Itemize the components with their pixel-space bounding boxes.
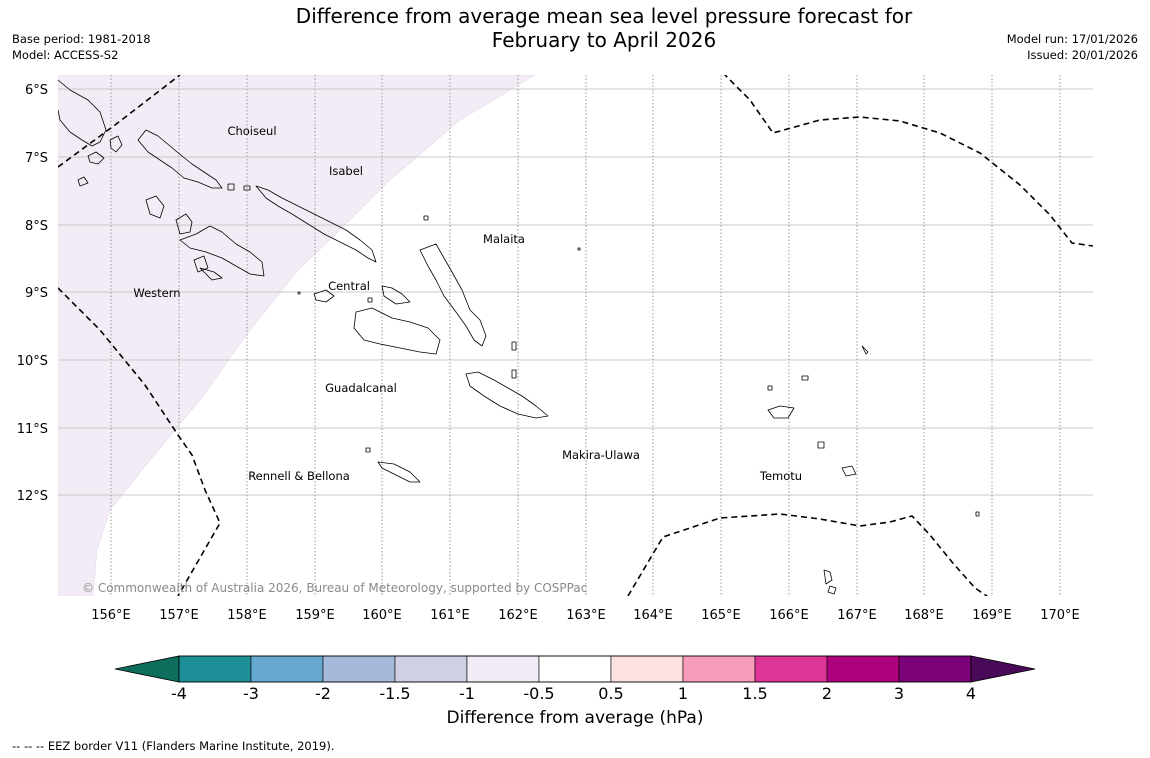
lon-label: 167°E xyxy=(837,608,877,623)
title-line-1: Difference from average mean sea level p… xyxy=(295,4,913,28)
utupua-island xyxy=(841,465,857,477)
lat-label: 11°S xyxy=(17,422,48,437)
colorbar-tick: -2 xyxy=(315,684,331,703)
eez-border-south xyxy=(627,513,989,596)
colorbar-cell xyxy=(826,655,900,683)
anuta-island xyxy=(823,569,833,585)
lat-gridlines xyxy=(58,88,1093,496)
colorbar: -4 -3 -2 -1.5 -1 -0.5 0.5 1 1.5 2 3 4 xyxy=(114,655,1036,703)
colorbar-tick: -1 xyxy=(459,684,475,703)
isabel-island xyxy=(255,185,377,263)
eez-border-southwest xyxy=(58,287,221,596)
lon-label: 166°E xyxy=(769,608,809,623)
bougainville-island xyxy=(58,79,107,147)
lon-label: 157°E xyxy=(159,608,199,623)
eez-footnote: -- -- -- EEZ border V11 (Flanders Marine… xyxy=(12,739,335,753)
lon-label: 163°E xyxy=(566,608,606,623)
lon-label: 169°E xyxy=(972,608,1012,623)
region-labels: Choiseul Isabel Malaita Central Western … xyxy=(133,124,802,483)
copyright-notice: © Commonwealth of Australia 2026, Bureau… xyxy=(82,581,587,595)
malaita-island xyxy=(419,243,487,347)
lon-label: 160°E xyxy=(362,608,402,623)
colorbar-cell xyxy=(682,655,756,683)
colorbar-cell xyxy=(322,655,396,683)
colorbar-tick: -0.5 xyxy=(523,684,554,703)
lat-label: 9°S xyxy=(25,286,48,301)
region-label-makira-ulawa: Makira-Ulawa xyxy=(562,448,640,462)
new-georgia-island xyxy=(175,213,193,235)
eez-border-lines xyxy=(58,75,1093,596)
anomaly-shaded-region xyxy=(58,75,536,596)
longitude-labels: 156°E 157°E 158°E 159°E 160°E 161°E 162°… xyxy=(91,608,1080,623)
colorbar-tick-labels: -4 -3 -2 -1.5 -1 -0.5 0.5 1 1.5 2 3 4 xyxy=(171,684,976,703)
colorbar-low-extend xyxy=(114,655,180,683)
region-label-temotu: Temotu xyxy=(759,469,802,483)
colorbar-title: Difference from average (hPa) xyxy=(446,708,704,728)
latitude-labels: 6°S 7°S 8°S 9°S 10°S 11°S 12°S xyxy=(17,83,48,504)
choiseul-island xyxy=(137,129,223,189)
lon-label: 168°E xyxy=(904,608,944,623)
colorbar-tick: 2 xyxy=(822,684,832,703)
colorbar-cell xyxy=(394,655,468,683)
lon-label: 159°E xyxy=(295,608,335,623)
santa-cruz-island xyxy=(767,405,795,419)
colorbar-cell xyxy=(466,655,540,683)
map-panel: Choiseul Isabel Malaita Central Western … xyxy=(58,75,1093,596)
makira-island xyxy=(465,371,549,419)
colorbar-high-extend xyxy=(970,655,1036,683)
chart-title: Difference from average mean sea level p… xyxy=(0,4,1150,52)
lon-label: 162°E xyxy=(498,608,538,623)
region-label-choiseul: Choiseul xyxy=(227,124,276,138)
lon-label: 170°E xyxy=(1040,608,1080,623)
meta-left: Base period: 1981-2018 Model: ACCESS-S2 xyxy=(12,31,151,63)
colorbar-cell xyxy=(178,655,252,683)
colorbar-tick: -1.5 xyxy=(379,684,410,703)
region-label-isabel: Isabel xyxy=(329,164,363,178)
lon-label: 156°E xyxy=(91,608,131,623)
title-line-2: February to April 2026 xyxy=(491,28,717,52)
colorbar-tick: 3 xyxy=(894,684,904,703)
colorbar-frame xyxy=(178,655,972,683)
colorbar-tick: -3 xyxy=(243,684,259,703)
lat-label: 10°S xyxy=(17,354,48,369)
issued-date: Issued: 20/01/2026 xyxy=(1027,48,1138,62)
colorbar-tick: 0.5 xyxy=(598,684,623,703)
eez-border-east xyxy=(723,75,1093,247)
lat-label: 6°S xyxy=(25,83,48,98)
colorbar-tick: 4 xyxy=(966,684,976,703)
rennell-island xyxy=(377,461,421,483)
region-label-central: Central xyxy=(328,279,370,293)
colorbar-cell xyxy=(898,655,972,683)
lat-label: 7°S xyxy=(25,151,48,166)
central-islands xyxy=(381,285,411,305)
meta-right: Model run: 17/01/2026 Issued: 20/01/2026 xyxy=(1007,31,1138,63)
model-name: Model: ACCESS-S2 xyxy=(12,48,119,62)
lon-label: 158°E xyxy=(227,608,267,623)
eez-border-north xyxy=(58,75,181,168)
lon-label: 164°E xyxy=(633,608,673,623)
base-period: Base period: 1981-2018 xyxy=(12,32,151,46)
lon-label: 161°E xyxy=(430,608,470,623)
colorbar-tick: 1.5 xyxy=(742,684,767,703)
colorbar-cell xyxy=(538,655,612,683)
region-label-guadalcanal: Guadalcanal xyxy=(325,381,397,395)
colorbar-cell xyxy=(250,655,324,683)
island-outlines xyxy=(58,79,980,595)
lon-label: 165°E xyxy=(701,608,741,623)
colorbar-cell xyxy=(754,655,828,683)
lat-label: 12°S xyxy=(17,489,48,504)
colorbar-tick: -4 xyxy=(171,684,187,703)
model-run: Model run: 17/01/2026 xyxy=(1006,32,1138,46)
guadalcanal-island xyxy=(353,307,441,355)
colorbar-tick: 1 xyxy=(678,684,688,703)
colorbar-cell xyxy=(610,655,684,683)
region-label-western: Western xyxy=(133,286,180,300)
lon-gridlines xyxy=(110,75,1061,596)
lat-label: 8°S xyxy=(25,219,48,234)
region-label-malaita: Malaita xyxy=(483,232,525,246)
region-label-rennell-bellona: Rennell & Bellona xyxy=(248,469,350,483)
